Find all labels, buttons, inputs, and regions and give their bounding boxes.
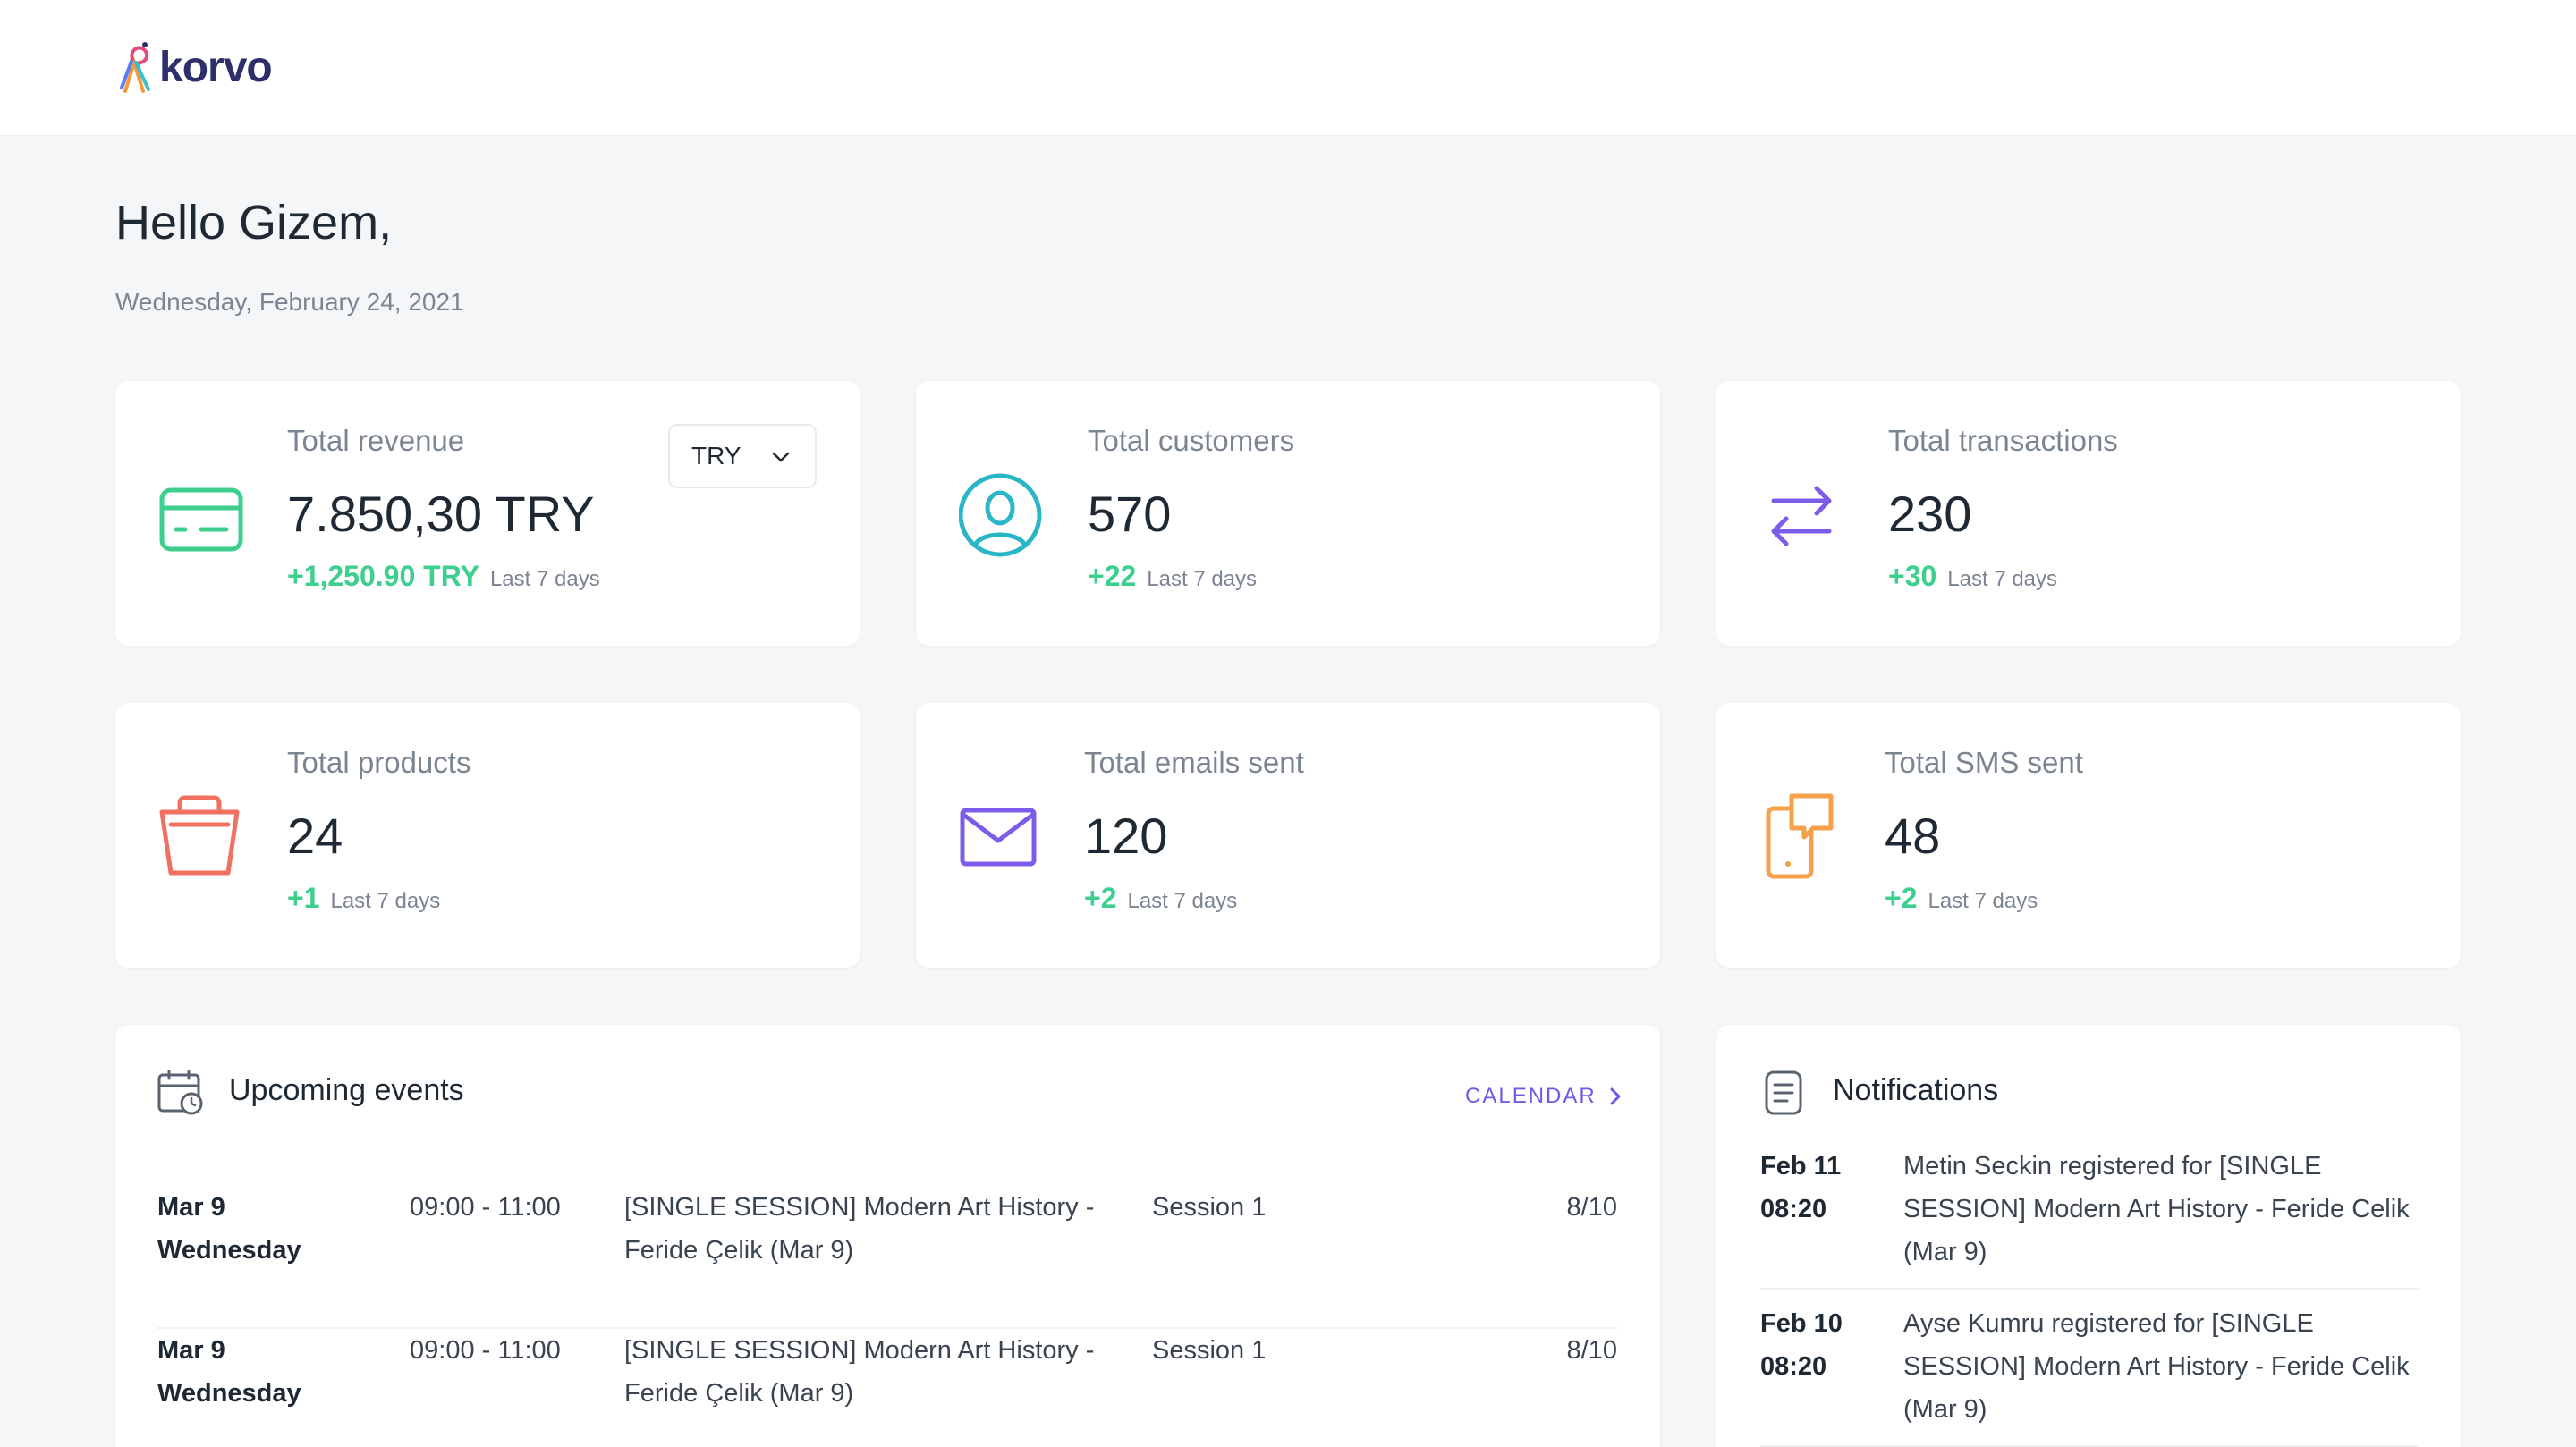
- stat-card-customers: Total customers 570 +22 Last 7 days: [916, 381, 1660, 646]
- stat-delta-value: +1: [287, 882, 320, 914]
- upcoming-events-title: Upcoming events: [229, 1073, 464, 1107]
- notification-text: Metin Seckin registered for [SINGLE SESS…: [1903, 1152, 2410, 1266]
- stat-delta-period: Last 7 days: [1928, 889, 2038, 913]
- stat-card-revenue: Total revenue 7.850,30 TRY +1,250.90 TRY…: [115, 381, 860, 646]
- chevron-right-icon: [1610, 1087, 1621, 1105]
- stat-value: 570: [1088, 486, 1172, 542]
- document-list-icon: [1765, 1070, 1802, 1115]
- event-time: 09:00 - 11:00: [410, 1193, 561, 1222]
- event-session: Session 1: [1152, 1193, 1267, 1222]
- envelope-icon: [960, 808, 1037, 867]
- event-date-day: Mar 9: [157, 1193, 225, 1222]
- stat-label: Total SMS sent: [1885, 746, 2083, 779]
- stat-delta: +1 Last 7 days: [287, 882, 440, 915]
- currency-select-value: TRY: [691, 442, 741, 470]
- stat-delta: +2 Last 7 days: [1885, 882, 2038, 915]
- notifications-title: Notifications: [1833, 1073, 1999, 1107]
- stat-delta-value: +22: [1088, 560, 1137, 592]
- event-session: Session 1: [1152, 1336, 1267, 1365]
- phone-message-icon: [1766, 793, 1834, 879]
- currency-select[interactable]: TRY: [668, 424, 817, 488]
- notification-item[interactable]: Feb 10 08:20 Ayse Kumru registered for […: [1760, 1302, 2419, 1447]
- notification-date: Feb 10: [1760, 1309, 1843, 1338]
- stat-card-emails: Total emails sent 120 +2 Last 7 days: [916, 703, 1660, 968]
- stat-card-transactions: Total transactions 230 +30 Last 7 days: [1716, 381, 2461, 646]
- stat-label: Total customers: [1088, 424, 1295, 457]
- greeting-heading: Hello Gizem,: [115, 196, 393, 250]
- stat-delta: +2 Last 7 days: [1084, 882, 1237, 915]
- notifications-panel: [1716, 1025, 2461, 1447]
- stat-value: 7.850,30 TRY: [287, 486, 595, 542]
- chevron-down-icon: [772, 452, 790, 462]
- event-date-weekday: Wednesday: [157, 1236, 301, 1265]
- stat-delta-period: Last 7 days: [330, 889, 441, 913]
- calendar-clock-icon: [157, 1070, 203, 1115]
- stat-card-products: Total products 24 +1 Last 7 days: [115, 703, 860, 968]
- stat-delta-period: Last 7 days: [1147, 567, 1258, 591]
- korvo-logo-icon: [120, 42, 150, 93]
- event-date: Mar 9 Wednesday: [157, 1329, 301, 1415]
- event-date-day: Mar 9: [157, 1336, 225, 1365]
- stat-label: Total products: [287, 746, 471, 779]
- stat-value: 230: [1888, 486, 1972, 542]
- shopping-bag-icon: [159, 795, 240, 876]
- event-date-weekday: Wednesday: [157, 1379, 301, 1408]
- event-time: 09:00 - 11:00: [410, 1336, 561, 1365]
- stat-delta-period: Last 7 days: [1947, 567, 2058, 591]
- stat-delta-value: +2: [1885, 882, 1918, 914]
- notification-text: Ayse Kumru registered for [SINGLE SESSIO…: [1903, 1309, 2410, 1424]
- stat-value: 120: [1084, 808, 1168, 864]
- notification-time: 08:20: [1760, 1195, 1827, 1223]
- event-capacity: 8/10: [1566, 1193, 1617, 1222]
- stat-delta-value: +30: [1888, 560, 1937, 592]
- event-title: [SINGLE SESSION] Modern Art History - Fe…: [624, 1336, 1095, 1408]
- event-title: [SINGLE SESSION] Modern Art History - Fe…: [624, 1193, 1095, 1265]
- stat-label: Total revenue: [287, 424, 465, 457]
- stat-delta-period: Last 7 days: [489, 567, 600, 591]
- notification-datetime: Feb 10 08:20: [1760, 1302, 1885, 1388]
- credit-card-icon: [159, 487, 243, 552]
- korvo-logo[interactable]: korvo: [113, 36, 273, 98]
- calendar-link[interactable]: CALENDAR: [1465, 1084, 1622, 1109]
- event-capacity: 8/10: [1566, 1336, 1617, 1365]
- stat-value: 48: [1885, 808, 1941, 864]
- stat-card-sms: Total SMS sent 48 +2 Last 7 days: [1716, 703, 2461, 968]
- notification-date: Feb 11: [1760, 1152, 1842, 1180]
- stat-delta-period: Last 7 days: [1127, 889, 1238, 913]
- stat-label: Total transactions: [1888, 424, 2118, 457]
- stat-delta-value: +2: [1084, 882, 1117, 914]
- calendar-link-label: CALENDAR: [1465, 1084, 1597, 1108]
- stat-label: Total emails sent: [1084, 746, 1304, 779]
- event-row[interactable]: Mar 9 Wednesday 09:00 - 11:00 [SINGLE SE…: [157, 1186, 1617, 1329]
- stat-value: 24: [287, 808, 343, 864]
- stat-delta: +30 Last 7 days: [1888, 560, 2057, 593]
- upcoming-events-panel: [115, 1025, 1660, 1447]
- stat-delta-value: +1,250.90 TRY: [287, 560, 479, 592]
- notification-time: 08:20: [1760, 1352, 1827, 1381]
- event-date: Mar 9 Wednesday: [157, 1186, 301, 1272]
- app-name: korvo: [159, 43, 273, 91]
- top-bar: korvo: [0, 0, 2576, 136]
- event-row[interactable]: Mar 9 Wednesday 09:00 - 11:00 [SINGLE SE…: [157, 1329, 1617, 1447]
- current-date: Wednesday, February 24, 2021: [115, 288, 464, 316]
- user-icon: [959, 473, 1042, 557]
- notification-datetime: Feb 11 08:20: [1760, 1145, 1885, 1231]
- stat-delta: +22 Last 7 days: [1088, 560, 1257, 593]
- arrows-exchange-icon: [1771, 486, 1832, 546]
- stat-delta: +1,250.90 TRY Last 7 days: [287, 560, 600, 593]
- notification-item[interactable]: Feb 11 08:20 Metin Seckin registered for…: [1760, 1145, 2419, 1290]
